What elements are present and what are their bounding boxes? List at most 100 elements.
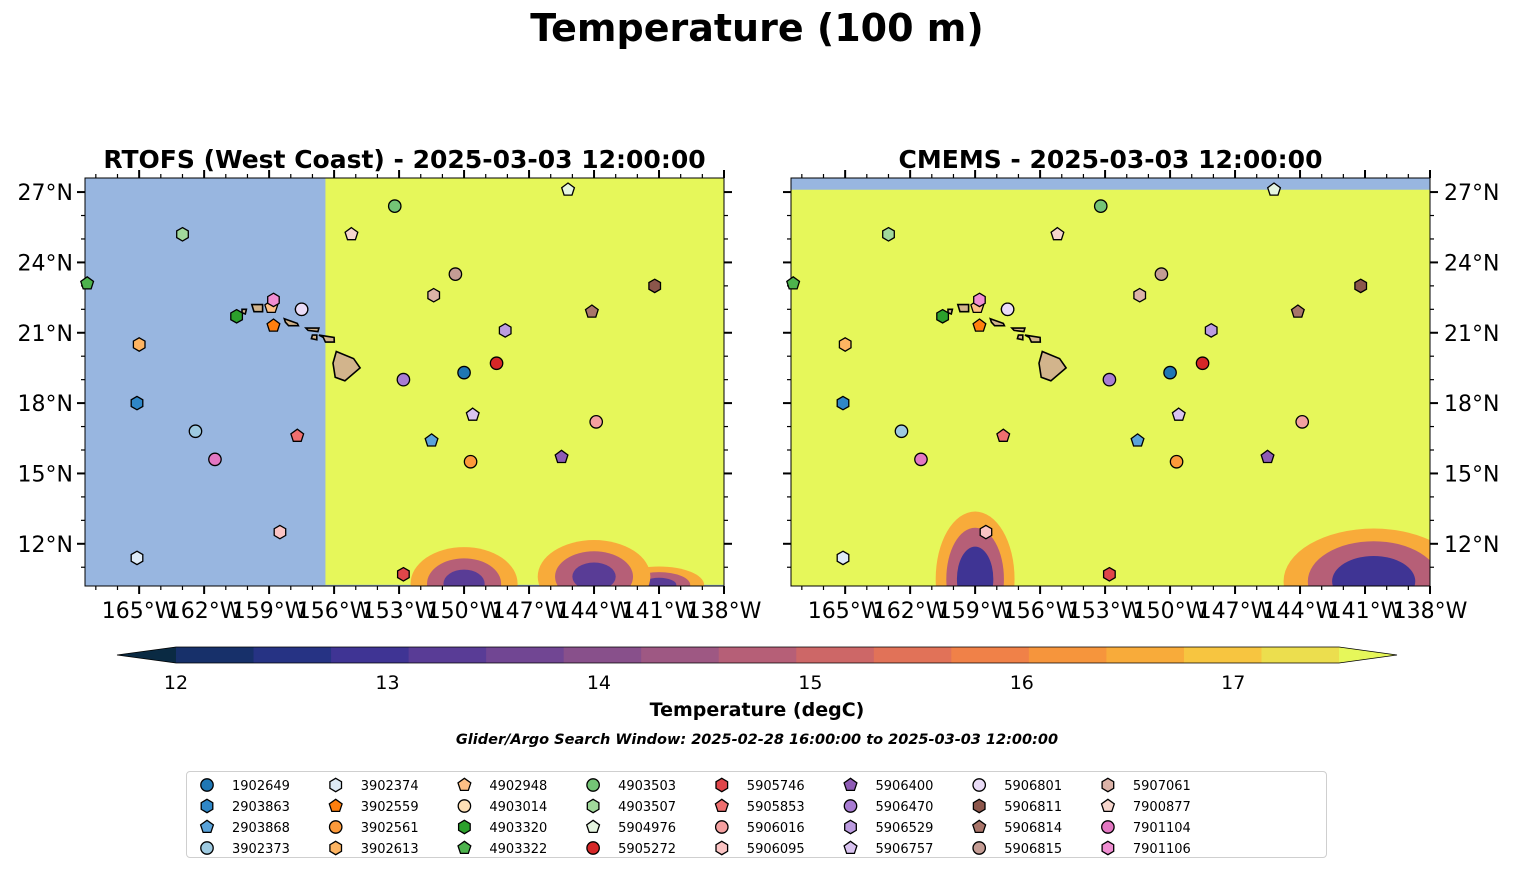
island — [947, 308, 954, 316]
x-tick-label: 165°W — [102, 599, 177, 624]
x-tick-label: 159°W — [938, 599, 1013, 624]
legend-item-5906400: 5906400 — [843, 777, 934, 794]
colorbar-label: Temperature (degC) — [649, 699, 865, 721]
float-marker-3902613 — [132, 337, 146, 352]
colorbar-tick-label: 17 — [1221, 672, 1245, 694]
legend-marker — [199, 819, 215, 834]
legend-marker — [714, 820, 729, 834]
float-marker-4903320 — [936, 308, 950, 324]
legend-marker — [1101, 840, 1115, 856]
y-tick-label: 21°N — [1444, 322, 1499, 347]
legend-item-2903863: 2903863 — [200, 798, 290, 815]
colorbar-tick-label: 14 — [587, 672, 611, 694]
island — [310, 334, 318, 341]
float-marker-5906016 — [1295, 415, 1310, 429]
legend-item-5906811: 5906811 — [972, 798, 1062, 815]
legend-marker — [714, 798, 729, 813]
legend-marker — [843, 840, 858, 855]
x-tick-label: 153°W — [1068, 599, 1143, 624]
legend-item-5906801: 5906801 — [972, 778, 1062, 794]
x-tick-label: 144°W — [557, 599, 632, 624]
legend-label: 3902373 — [232, 842, 290, 857]
island — [1038, 350, 1068, 382]
legend-label: 5905746 — [747, 779, 805, 794]
legend-label: 5904976 — [618, 821, 676, 836]
legend-label: 4902948 — [489, 779, 547, 794]
legend-marker — [844, 819, 857, 835]
float-marker-5906529 — [498, 322, 512, 338]
float-marker-5906814 — [584, 304, 599, 318]
legend-label: 4903014 — [489, 800, 547, 815]
float-marker-5906470 — [1102, 372, 1117, 387]
float-marker-2903868 — [424, 433, 439, 447]
colorbar: 12 13 14 15 16 17 — [116, 646, 1398, 694]
island — [1016, 334, 1024, 341]
colorbar-extend-low — [117, 647, 176, 663]
legend-item-5906815: 5906815 — [972, 841, 1062, 857]
legend-marker — [586, 841, 600, 855]
legend-item-3902613: 3902613 — [329, 840, 419, 857]
float-marker-5906801 — [294, 302, 309, 317]
legend-label: 5905853 — [747, 800, 805, 815]
panel-cmems: CMEMS - 2025-03-03 12:00:00 165°W162°W159… — [783, 145, 1499, 624]
colorbar-bin — [1028, 647, 1107, 663]
legend-item-3902559: 3902559 — [328, 798, 419, 815]
float-marker-7901106 — [267, 292, 280, 308]
colorbar-bin — [1261, 647, 1340, 663]
legend-item-4903507: 4903507 — [586, 798, 676, 815]
legend-item-7901106: 7901106 — [1101, 840, 1191, 857]
colorbar-bin — [951, 647, 1030, 663]
legend-label: 3902613 — [361, 842, 419, 857]
legend-item-4903014: 4903014 — [457, 799, 547, 815]
legend-item-7900877: 7900877 — [1100, 798, 1191, 815]
legend-item-5906470: 5906470 — [843, 799, 933, 815]
float-marker-4903320 — [230, 308, 244, 324]
legend-item-5907061: 5907061 — [1101, 777, 1191, 794]
legend-item-7901104: 7901104 — [1101, 820, 1191, 836]
float-marker-5906815 — [1154, 267, 1169, 281]
legend-label: 2903868 — [232, 821, 290, 836]
legend-marker — [586, 778, 600, 792]
float-marker-5907061 — [427, 287, 441, 303]
float-marker-5906400 — [1260, 449, 1275, 464]
legend-label: 4903507 — [618, 800, 676, 815]
legend-item-3902561: 3902561 — [328, 820, 419, 836]
legend-marker — [1101, 820, 1115, 834]
float-marker-5906814 — [1290, 304, 1305, 318]
float-marker-7901104 — [208, 452, 222, 467]
legend-marker — [972, 798, 986, 814]
colorbar-bin — [796, 647, 875, 663]
legend-marker — [585, 819, 601, 834]
float-marker-5907061 — [1133, 287, 1147, 303]
legend-label: 5906757 — [876, 842, 934, 857]
colorbar-bin — [408, 647, 487, 663]
panel-rtofs: RTOFS (West Coast) - 2025-03-03 12:00:00… — [18, 145, 762, 624]
x-tick-label: 150°W — [1133, 599, 1208, 624]
island — [1024, 334, 1042, 343]
legend-label: 7900877 — [1133, 800, 1191, 815]
float-marker-5906815 — [448, 267, 463, 281]
legend-item-5906016: 5906016 — [714, 820, 805, 836]
float-marker-2903863 — [130, 395, 144, 411]
legend-item-5904976: 5904976 — [585, 819, 676, 836]
panel-cmems-title: CMEMS - 2025-03-03 12:00:00 — [899, 145, 1323, 174]
legend-label: 5906400 — [876, 779, 934, 794]
colorbar-tick-label: 15 — [798, 672, 822, 694]
x-tick-label: 141°W — [1328, 599, 1403, 624]
legend-item-5905853: 5905853 — [714, 798, 805, 815]
legend-marker — [1101, 777, 1115, 793]
legend-item-3902374: 3902374 — [329, 777, 419, 794]
float-marker-7900877 — [344, 226, 359, 241]
float-marker-5904976 — [1266, 182, 1282, 196]
legend-item-1902649: 1902649 — [200, 778, 290, 794]
x-tick-label: 153°W — [362, 599, 437, 624]
legend-marker — [200, 798, 214, 814]
y-tick-label: 27°N — [18, 181, 73, 206]
island — [956, 303, 970, 313]
island — [989, 317, 1006, 327]
float-marker-5906757 — [465, 407, 480, 421]
cold-core — [956, 546, 994, 586]
colorbar-bin — [331, 647, 410, 663]
x-tick-label: 150°W — [427, 599, 502, 624]
float-marker-3902559 — [972, 318, 987, 332]
